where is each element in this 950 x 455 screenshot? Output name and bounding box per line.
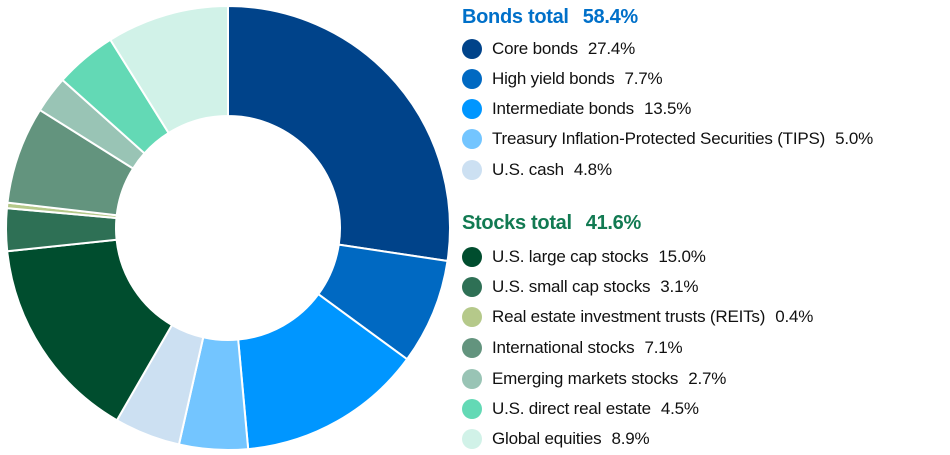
bonds-total-title: Bonds total 58.4% (462, 6, 638, 29)
legend-label: High yield bonds (492, 69, 615, 88)
legend-label: U.S. small cap stocks (492, 277, 651, 296)
legend-item: Real estate investment trusts (REITs) 0.4… (462, 305, 813, 329)
legend-value: 8.9% (611, 429, 650, 448)
legend-swatch (462, 307, 482, 327)
donut-slice (108, 4, 229, 135)
legend-value: 27.4% (587, 39, 636, 58)
stocks-total-title: Stocks total 41.6% (462, 212, 641, 235)
legend-item: Global equities 8.9% (462, 427, 650, 451)
legend-item: Treasury Inflation-Protected Securities … (462, 127, 873, 151)
legend-item: International stocks 7.1% (462, 336, 683, 360)
stocks-total-label: Stocks total (462, 212, 572, 234)
legend-label: Intermediate bonds (492, 99, 634, 118)
legend-swatch (462, 39, 482, 59)
legend-value: 7.1% (644, 338, 683, 357)
legend-value: 2.7% (688, 369, 727, 388)
legend-label: U.S. cash (492, 160, 564, 179)
legend-label: Treasury Inflation-Protected Securities … (492, 129, 826, 148)
legend-swatch (462, 277, 482, 297)
donut-slice (227, 4, 451, 263)
legend-label: Emerging markets stocks (492, 369, 679, 388)
legend-swatch (462, 69, 482, 89)
legend-value: 4.8% (573, 160, 612, 179)
legend-label: Core bonds (492, 39, 578, 58)
donut-slice (6, 238, 174, 422)
legend-label: U.S. large cap stocks (492, 247, 649, 266)
legend-item: U.S. cash 4.8% (462, 158, 612, 182)
legend-swatch (462, 160, 482, 180)
legend-value: 13.5% (643, 99, 692, 118)
legend-value: 4.5% (660, 399, 699, 418)
legend-item: U.S. large cap stocks 15.0% (462, 245, 706, 269)
bonds-total-label: Bonds total (462, 6, 569, 28)
legend-item: U.S. direct real estate 4.5% (462, 397, 699, 421)
legend-value: 7.7% (624, 69, 663, 88)
legend-swatch (462, 429, 482, 449)
stocks-total-value: 41.6% (585, 212, 642, 234)
legend-item: Intermediate bonds 13.5% (462, 97, 691, 121)
legend-label: International stocks (492, 338, 635, 357)
legend-value: 0.4% (775, 307, 814, 326)
legend-value: 15.0% (658, 247, 706, 266)
bonds-total-value: 58.4% (582, 6, 639, 28)
legend-swatch (462, 338, 482, 358)
donut-chart (5, 4, 451, 451)
legend-swatch (462, 129, 482, 149)
legend-label: U.S. direct real estate (492, 399, 651, 418)
legend-item: U.S. small cap stocks 3.1% (462, 275, 698, 299)
legend-item: Emerging markets stocks 2.7% (462, 367, 726, 391)
legend-value: 5.0% (835, 129, 874, 148)
legend-swatch (462, 399, 482, 419)
legend-item: Core bonds 27.4% (462, 37, 635, 61)
donut-slice (237, 292, 409, 451)
legend-label: Real estate investment trusts (REITs) (492, 307, 766, 326)
legend-swatch (462, 247, 482, 267)
legend-item: High yield bonds 7.7% (462, 67, 663, 91)
legend-swatch (462, 369, 482, 389)
legend-swatch (462, 99, 482, 119)
legend-label: Global equities (492, 429, 602, 448)
legend-value: 3.1% (660, 277, 699, 296)
